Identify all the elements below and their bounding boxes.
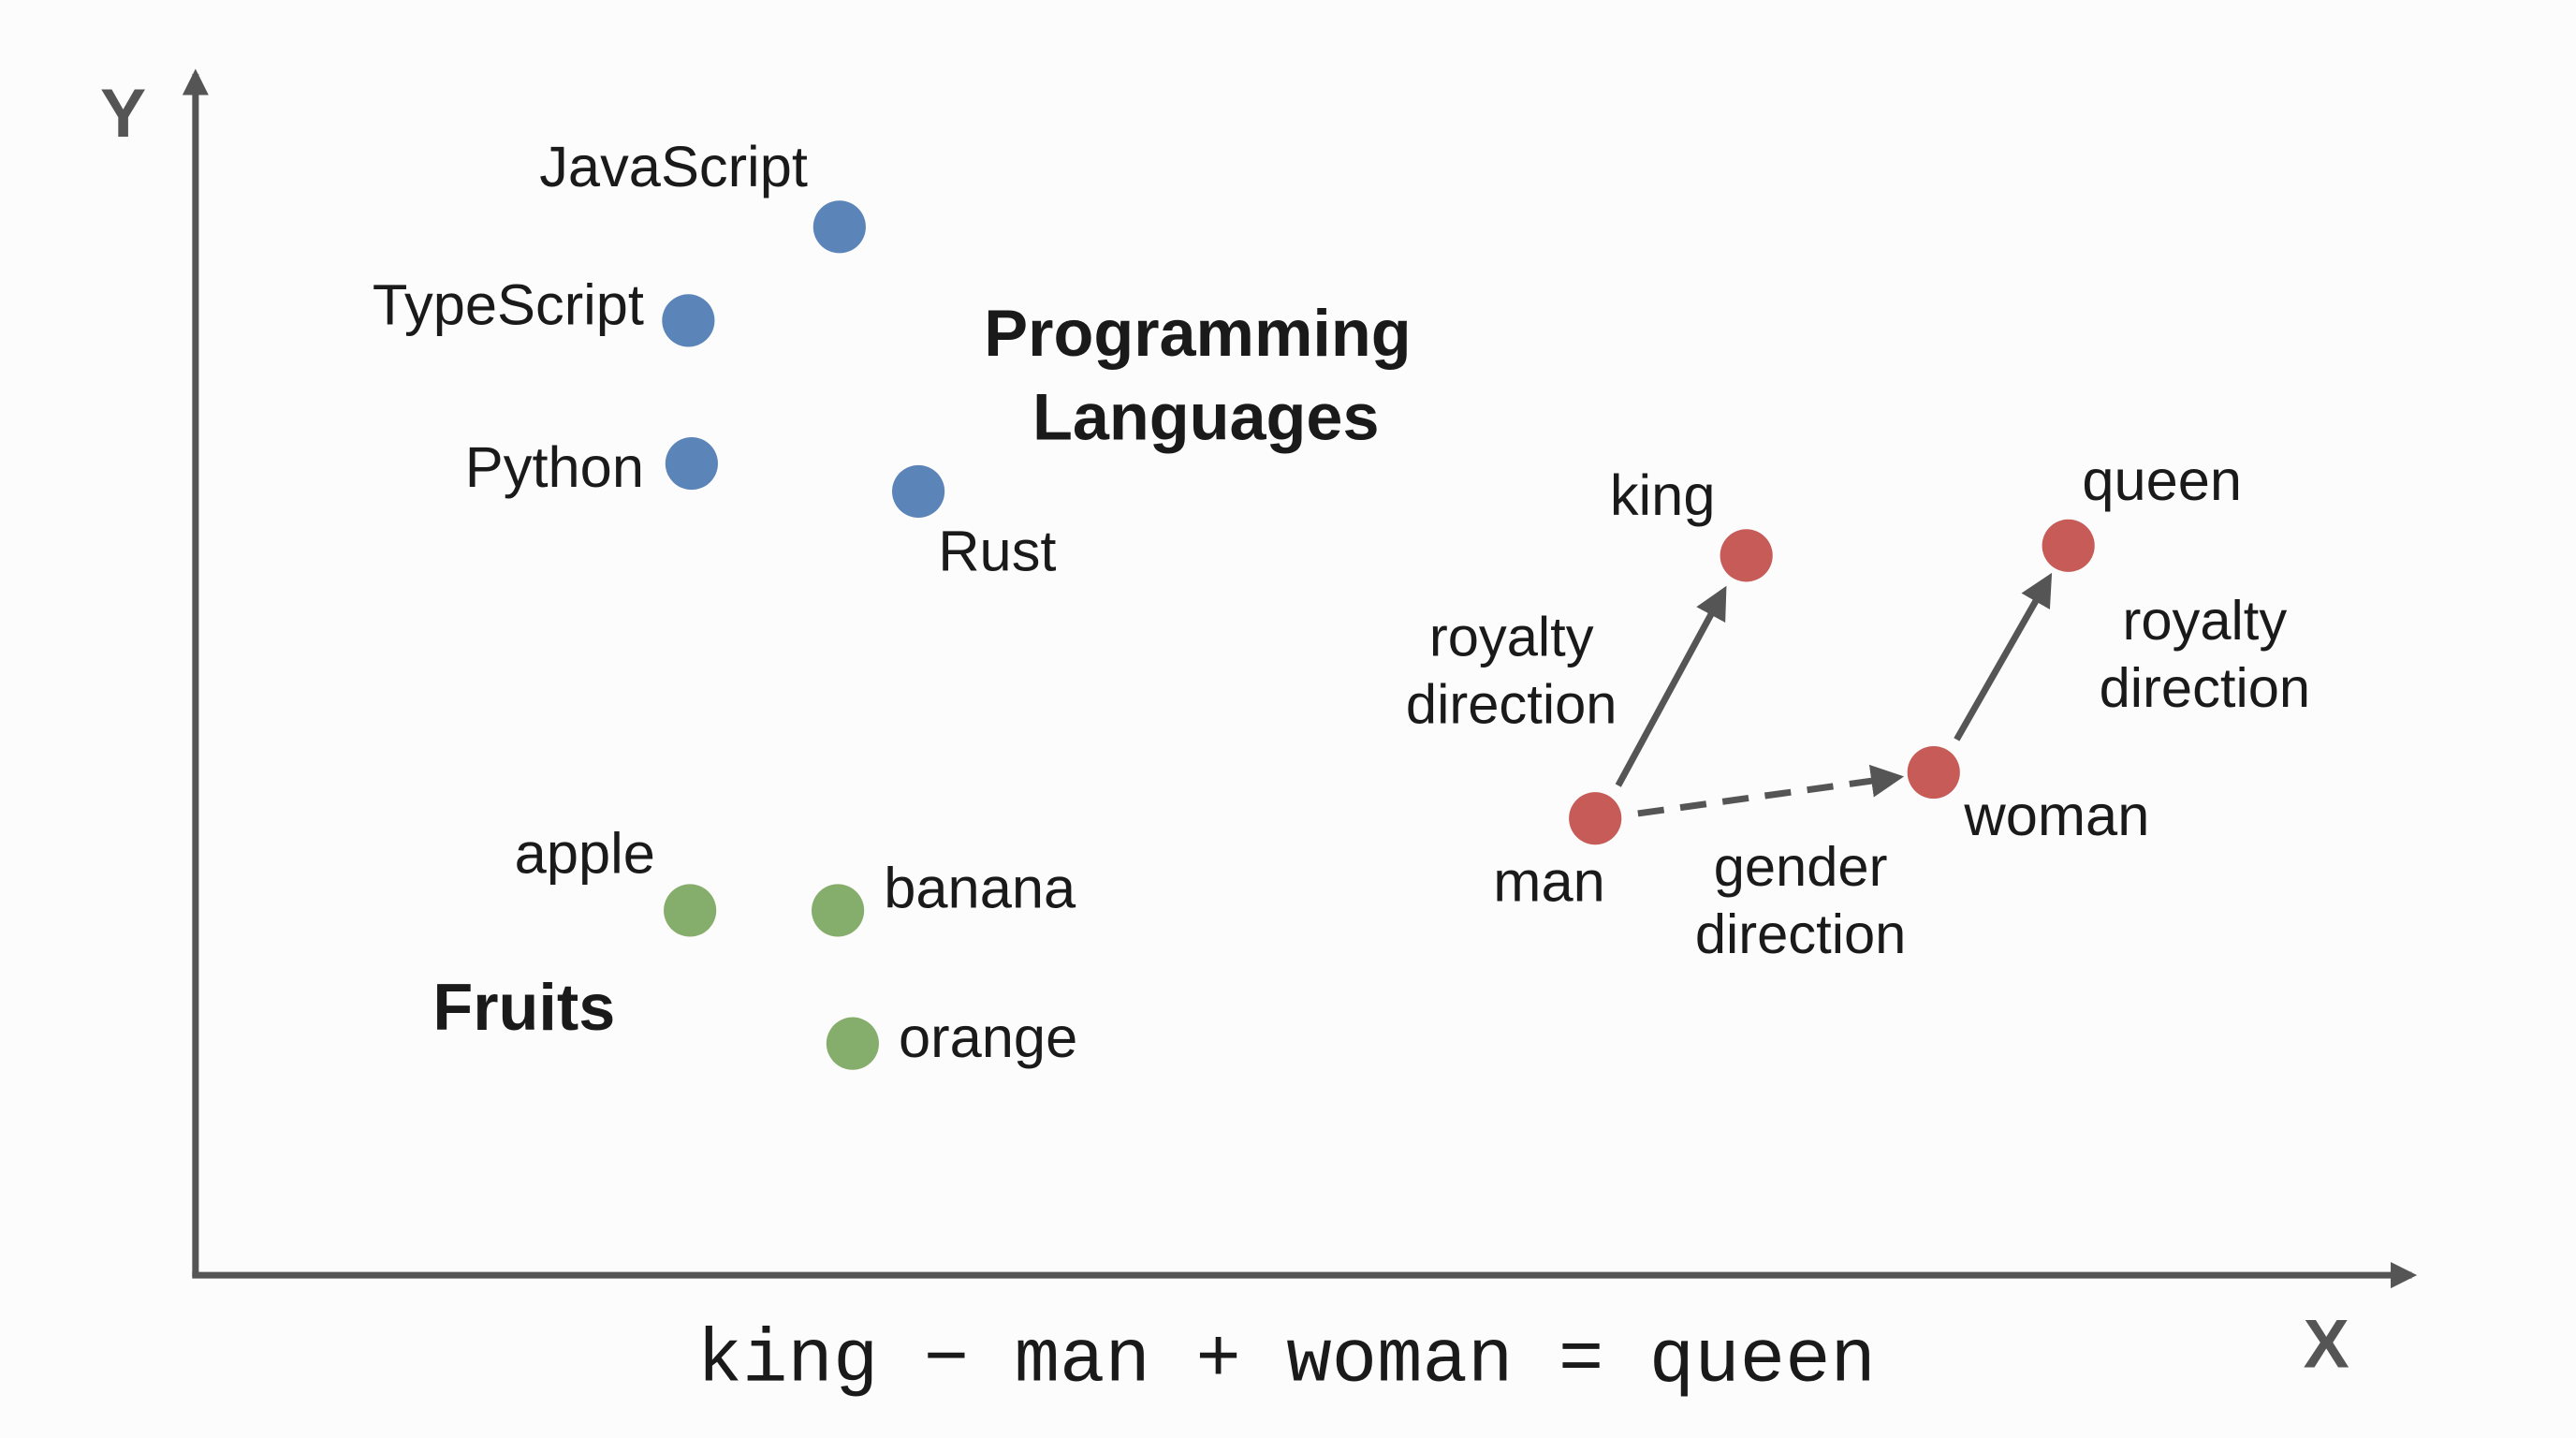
word-label: JavaScript [539,135,808,199]
word-point [812,884,865,937]
word-label: TypeScript [373,272,644,337]
word-point [1720,529,1773,582]
x-axis-label: X [2304,1305,2349,1383]
arrow-label: direction [2100,656,2311,719]
equation: king − man + woman = queen [697,1319,1876,1404]
arrow-label: royalty [2122,589,2287,652]
word-label: banana [884,856,1076,920]
dashed-arrow [1637,764,1905,817]
arrow-label: direction [1406,672,1617,735]
word-label: Rust [938,520,1056,584]
group-label: Languages [1032,380,1380,454]
word-point [2042,519,2095,572]
word-point [1569,792,1622,845]
word-point [812,200,866,254]
word-label: woman [1963,784,2149,848]
word-point [662,294,715,347]
word-label: king [1610,463,1716,528]
word-label: man [1493,849,1604,914]
group-label: Fruits [432,970,615,1044]
arrow-label: gender [1714,835,1888,898]
arrow [1615,585,1727,787]
word-point [826,1017,879,1070]
word-label: apple [515,822,655,887]
word-label: orange [899,1005,1077,1070]
word-label: queen [2082,448,2242,513]
y-axis-label: Y [100,74,146,152]
group-label: Programming [984,296,1411,370]
arrow-label: royalty [1429,605,1594,668]
word-point [665,437,718,491]
arrow [1954,572,2053,741]
word-label: Python [465,435,644,500]
word-point [892,464,945,518]
arrow-label: direction [1695,902,1906,965]
word-point [664,884,717,937]
word-point [1907,745,1960,800]
